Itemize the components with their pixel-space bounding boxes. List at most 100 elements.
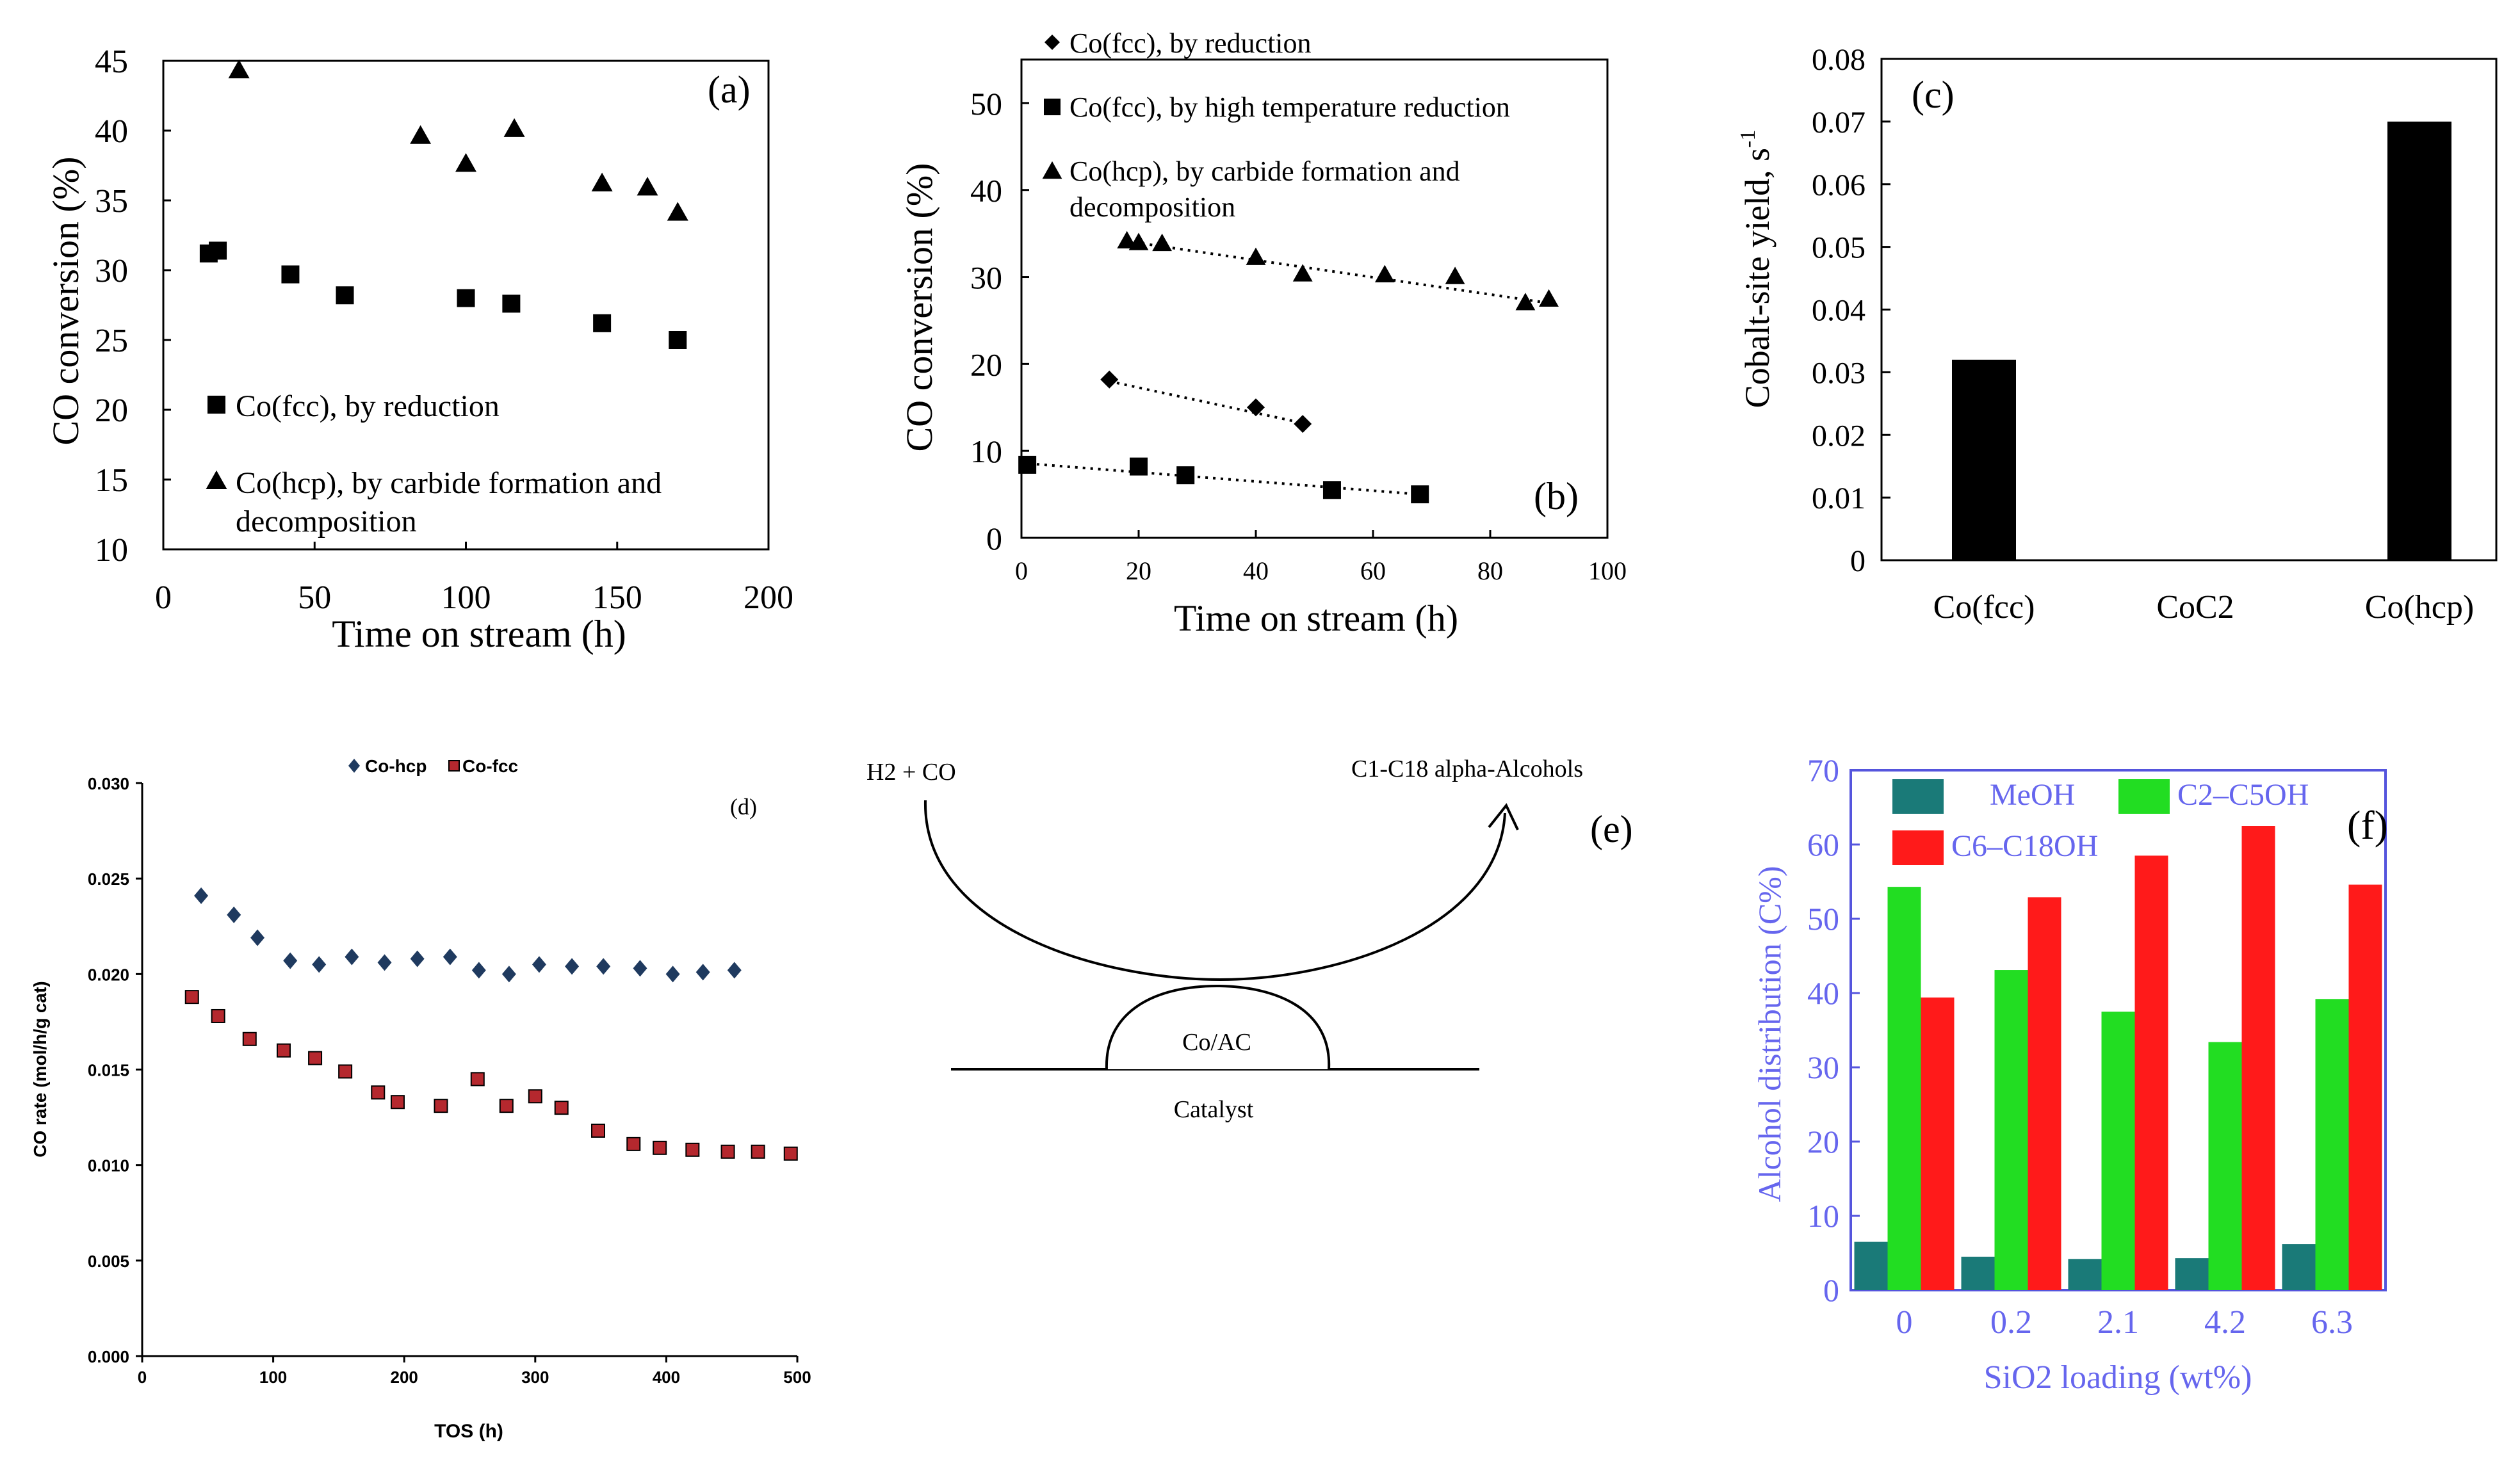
trend-line [1126, 239, 1549, 305]
y-tick-label: 40 [95, 113, 128, 150]
panel-b-chart: 0 10 20 30 40 50 0 20 40 60 80 100 Time on stream (h… [898, 28, 1627, 639]
panel-a-chart: 10 15 20 25 30 35 40 45 0 50 100 150 200 Time on stre… [45, 44, 793, 655]
y-tick-label: 0.06 [1812, 168, 1866, 202]
data-point-fcc-high-temp [1018, 455, 1037, 474]
data-point-co-fcc [434, 1099, 448, 1113]
y-axis-label-superscript: -1 [1736, 130, 1760, 148]
x-tick-label: 40 [1243, 556, 1269, 585]
y-tick-label: 0.025 [88, 869, 129, 889]
legend-label-c6-c18oh: C6–C18OH [1951, 829, 2098, 863]
y-tick-label: 10 [1807, 1198, 1839, 1234]
x-category-label: Co(fcc) [1933, 589, 2035, 626]
x-tick-label: 0 [1015, 556, 1028, 585]
y-axis-label: Cobalt-site yield, s-1 [1736, 130, 1776, 408]
bar-c2-c5oh [1994, 970, 2028, 1290]
x-category-label: Co(hcp) [2365, 589, 2474, 626]
data-point-fcc-reduction [1294, 415, 1312, 433]
legend-swatch-c2-c5oh [2118, 779, 2170, 814]
data-point-co-fcc [554, 1101, 569, 1115]
data-point-co-fcc [470, 1072, 485, 1087]
plot-frame [1020, 58, 1609, 539]
y-tick-label: 0.010 [88, 1156, 129, 1176]
y-tick-label: 10 [970, 433, 1002, 469]
data-point-co-fcc [783, 1146, 798, 1161]
y-tick-label: 70 [1807, 752, 1839, 788]
data-point-hcp [591, 172, 613, 191]
x-category-label: 6.3 [2311, 1304, 2353, 1341]
x-category-label: 4.2 [2204, 1304, 2246, 1341]
data-point-fcc [593, 314, 612, 332]
panel-label: (a) [708, 69, 751, 111]
legend-label-co-fcc: Co-fcc [462, 756, 518, 776]
y-tick-label: 0.05 [1812, 231, 1866, 265]
bar-meoh [2282, 1244, 2316, 1290]
reaction-arrowhead-icon [1488, 803, 1519, 830]
legend-label-co-hcp: Co-hcp [365, 756, 427, 776]
data-point-co-fcc [685, 1142, 700, 1157]
y-tick-label: 0.020 [88, 965, 129, 984]
data-point-co-fcc [528, 1089, 542, 1104]
panel-label: (b) [1534, 475, 1579, 517]
legend-label-c2-c5oh: C2–C5OH [2177, 778, 2309, 812]
y-tick-label: 0.03 [1812, 356, 1866, 390]
data-point-co-fcc [499, 1099, 514, 1113]
data-point-hcp [1152, 233, 1172, 252]
legend-label-hcp-line2: decomposition [236, 505, 417, 538]
x-tick-label: 200 [744, 579, 793, 616]
co-ac-site-dome [1105, 984, 1331, 1070]
data-point-hcp [1246, 247, 1266, 265]
legend-marker-co-hcp [348, 759, 360, 773]
data-point-hcp [1128, 232, 1149, 250]
data-point-co-fcc [626, 1136, 641, 1151]
x-axis-label: TOS (h) [434, 1421, 503, 1442]
bar-c6-c18oh [2134, 855, 2168, 1290]
data-point-hcp [1117, 230, 1137, 249]
data-point-co-fcc [653, 1140, 667, 1155]
legend-label-hcp: Co(hcp), by carbide formation and [236, 466, 662, 500]
x-axis-label: Time on stream (h) [1174, 597, 1458, 639]
data-point-co-hcp [345, 948, 359, 966]
data-point-co-hcp [443, 948, 457, 966]
data-point-fcc-high-temp [1322, 481, 1341, 499]
bar-c6-c18oh [2241, 826, 2275, 1290]
x-axis-label: Time on stream (h) [332, 613, 626, 655]
y-tick-label: 10 [95, 532, 128, 569]
y-axis-label: Alcohol distribution (C%) [1752, 866, 1787, 1202]
legend-marker-co-fcc [448, 760, 460, 772]
data-point-co-hcp [565, 958, 580, 975]
x-category-label: 0.2 [1990, 1304, 2032, 1341]
reactants-label: H2 + CO [866, 759, 956, 786]
bar-c6-c18oh [2028, 897, 2061, 1290]
x-tick-label: 400 [653, 1368, 680, 1387]
data-point-fcc-reduction [1100, 370, 1119, 389]
data-point-hcp [1515, 293, 1536, 311]
bar-cohcp [2387, 121, 2451, 560]
legend-marker-fcc-reduction [1045, 35, 1060, 50]
panel-c-chart: 0 0.01 0.02 0.03 0.04 0.05 0.06 0.07 0.08 Co(fcc)… [1736, 43, 2498, 626]
legend-label-hcp: Co(hcp), by carbide formation and [1069, 156, 1460, 187]
bar-c2-c5oh [2315, 999, 2349, 1290]
data-point-co-hcp [501, 966, 516, 983]
y-tick-label: 20 [1807, 1124, 1839, 1160]
data-point-co-hcp [410, 950, 425, 967]
data-point-hcp [503, 118, 525, 137]
data-point-fcc [209, 241, 227, 260]
legend-marker-hcp [1042, 161, 1062, 179]
x-tick-label: 300 [521, 1368, 549, 1387]
y-tick-label: 0.01 [1812, 481, 1866, 515]
y-tick-label: 30 [95, 253, 128, 289]
legend-label-fcc-reduction: Co(fcc), by reduction [1069, 28, 1312, 59]
bar-cofcc [1952, 359, 2016, 560]
data-point-co-fcc [242, 1031, 257, 1046]
y-tick-label: 0 [986, 521, 1002, 556]
y-tick-label: 45 [95, 44, 128, 80]
legend-swatch-meoh [1892, 779, 1944, 814]
bar-meoh [2068, 1259, 2102, 1290]
data-point-co-hcp [471, 962, 486, 979]
products-label: C1-C18 alpha-Alcohols [1351, 756, 1583, 782]
y-tick-label: 40 [970, 173, 1002, 209]
data-point-fcc [669, 331, 687, 349]
data-point-co-hcp [250, 929, 265, 946]
legend-marker-fcc [207, 396, 225, 414]
x-category-label: CoC2 [2156, 589, 2234, 626]
